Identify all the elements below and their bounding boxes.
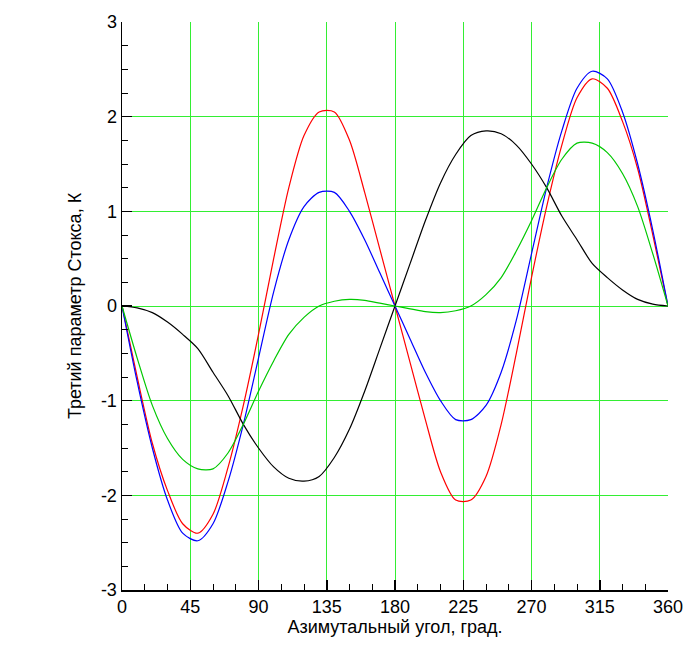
svg-text:1: 1: [107, 202, 117, 222]
svg-text:225: 225: [448, 597, 478, 617]
svg-text:45: 45: [180, 597, 200, 617]
svg-text:-3: -3: [101, 580, 117, 600]
svg-text:Азимутальный угол, град.: Азимутальный угол, град.: [287, 617, 502, 637]
svg-text:-1: -1: [101, 391, 117, 411]
svg-text:Третий параметр Стокса, К: Третий параметр Стокса, К: [65, 192, 85, 419]
svg-text:3: 3: [107, 12, 117, 32]
svg-text:0: 0: [107, 296, 117, 316]
svg-text:270: 270: [516, 597, 546, 617]
svg-text:90: 90: [248, 597, 268, 617]
svg-text:360: 360: [653, 597, 683, 617]
svg-text:135: 135: [312, 597, 342, 617]
svg-text:2: 2: [107, 107, 117, 127]
svg-text:-2: -2: [101, 486, 117, 506]
svg-text:315: 315: [585, 597, 615, 617]
svg-text:180: 180: [380, 597, 410, 617]
svg-text:0: 0: [117, 597, 127, 617]
